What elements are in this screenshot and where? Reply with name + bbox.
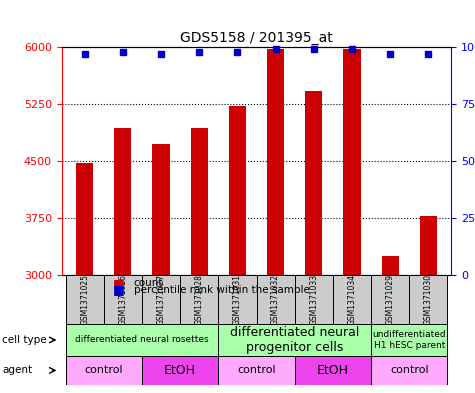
Text: GSM1371027: GSM1371027 bbox=[157, 274, 165, 325]
Bar bbox=[381, 256, 399, 275]
Text: EtOH: EtOH bbox=[164, 364, 196, 377]
Bar bbox=[190, 128, 208, 275]
Bar bbox=[180, 275, 218, 324]
Bar bbox=[142, 275, 180, 324]
Text: differentiated neural
progenitor cells: differentiated neural progenitor cells bbox=[230, 326, 360, 354]
Bar bbox=[371, 275, 409, 324]
Bar bbox=[256, 275, 294, 324]
Bar bbox=[142, 356, 218, 385]
Text: GSM1371026: GSM1371026 bbox=[118, 274, 127, 325]
Bar bbox=[420, 216, 437, 275]
Bar bbox=[66, 324, 219, 356]
Bar bbox=[152, 144, 170, 275]
Text: GSM1371032: GSM1371032 bbox=[271, 274, 280, 325]
Text: agent: agent bbox=[2, 365, 32, 375]
Text: GSM1371031: GSM1371031 bbox=[233, 274, 242, 325]
Bar bbox=[218, 324, 371, 356]
Text: GSM1371025: GSM1371025 bbox=[80, 274, 89, 325]
Text: control: control bbox=[237, 365, 276, 375]
Text: percentile rank within the sample: percentile rank within the sample bbox=[134, 285, 310, 295]
Bar bbox=[409, 275, 447, 324]
Title: GDS5158 / 201395_at: GDS5158 / 201395_at bbox=[180, 31, 333, 45]
Bar bbox=[218, 275, 256, 324]
Bar bbox=[333, 275, 371, 324]
Bar bbox=[371, 324, 447, 356]
Bar bbox=[76, 163, 93, 275]
Text: ■: ■ bbox=[113, 283, 124, 296]
Bar bbox=[114, 129, 132, 275]
Bar bbox=[305, 91, 323, 275]
Bar bbox=[66, 356, 142, 385]
Bar bbox=[294, 275, 333, 324]
Text: control: control bbox=[390, 365, 428, 375]
Bar bbox=[371, 356, 447, 385]
Text: ■: ■ bbox=[113, 277, 124, 290]
Text: GSM1371028: GSM1371028 bbox=[195, 274, 204, 325]
Text: control: control bbox=[85, 365, 123, 375]
Bar bbox=[66, 275, 104, 324]
Text: GSM1371033: GSM1371033 bbox=[309, 274, 318, 325]
Text: differentiated neural rosettes: differentiated neural rosettes bbox=[75, 336, 209, 344]
Bar bbox=[218, 356, 294, 385]
Text: undifferentiated
H1 hESC parent: undifferentiated H1 hESC parent bbox=[372, 330, 446, 350]
Bar bbox=[104, 275, 142, 324]
Text: GSM1371029: GSM1371029 bbox=[386, 274, 395, 325]
Text: count: count bbox=[134, 278, 163, 288]
Bar bbox=[343, 49, 361, 275]
Text: EtOH: EtOH bbox=[317, 364, 349, 377]
Text: GSM1371034: GSM1371034 bbox=[348, 274, 356, 325]
Text: cell type: cell type bbox=[2, 335, 47, 345]
Text: GSM1371030: GSM1371030 bbox=[424, 274, 433, 325]
Bar bbox=[229, 107, 246, 275]
Bar bbox=[267, 49, 284, 275]
Bar bbox=[294, 356, 371, 385]
